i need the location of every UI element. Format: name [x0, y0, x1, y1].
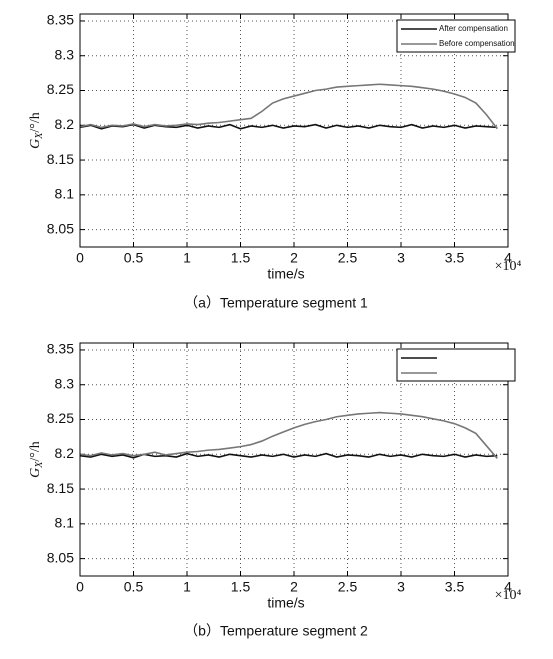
y-tick-label: 8.05: [47, 220, 74, 236]
data-line: [79, 123, 498, 130]
axes-frame: [79, 13, 509, 248]
x-tick-label: 3.5: [445, 250, 465, 266]
x-tick-label: 3.5: [445, 579, 465, 595]
x-tick-label: 2.5: [338, 250, 358, 266]
x-tick-label: 0.5: [124, 579, 144, 595]
y-label-sub: X: [34, 461, 45, 469]
x-tick-label: 4: [504, 250, 512, 266]
x-tick-label: 0: [76, 250, 84, 266]
axes-frame: [79, 342, 509, 577]
x-axis-label: time/s: [267, 595, 304, 611]
y-tick-label: 8.25: [47, 410, 74, 426]
y-axis-label: GX/°/h: [28, 112, 45, 149]
x-tick-label: 3: [397, 579, 405, 595]
legend-label: After compensation: [439, 24, 508, 33]
y-label-main: G: [28, 139, 43, 149]
y-tick-label: 8.15: [47, 480, 74, 496]
y-tick-label: 8.35: [47, 341, 74, 357]
x-multiplier: ×10⁴: [495, 588, 522, 603]
x-tick-label: 2.5: [338, 579, 358, 595]
x-tick-label: 0: [76, 579, 84, 595]
y-label-unit: /°/h: [28, 441, 43, 461]
y-tick-label: 8.1: [55, 515, 75, 531]
x-tick-label: 1.5: [231, 579, 251, 595]
data-line: [79, 452, 498, 459]
x-tick-label: 0.5: [124, 250, 144, 266]
y-label-main: G: [28, 468, 43, 478]
y-tick-label: 8.3: [55, 46, 75, 62]
x-tick-label: 4: [504, 579, 512, 595]
y-tick-label: 8.15: [47, 151, 74, 167]
x-axis-label: time/s: [267, 266, 304, 282]
x-multiplier: ×10⁴: [495, 259, 522, 274]
y-tick-label: 8.2: [55, 116, 75, 132]
y-tick-label: 8.25: [47, 81, 74, 97]
data-line: [79, 83, 498, 130]
y-tick-label: 8.2: [55, 445, 75, 461]
caption: （a）Temperature segment 1: [184, 295, 368, 311]
y-tick-label: 8.35: [47, 12, 74, 28]
x-tick-label: 1.5: [231, 250, 251, 266]
x-tick-label: 1: [183, 579, 191, 595]
legend-label: Before compensation: [439, 39, 515, 48]
x-tick-label: 2: [290, 579, 298, 595]
legend-box: [396, 348, 516, 382]
data-line: [79, 411, 498, 459]
x-tick-label: 2: [290, 250, 298, 266]
legend-box: [396, 19, 516, 53]
y-tick-label: 8.05: [47, 549, 74, 565]
y-tick-label: 8.1: [55, 186, 75, 202]
x-tick-label: 1: [183, 250, 191, 266]
y-label-unit: /°/h: [28, 112, 43, 132]
y-tick-label: 8.3: [55, 375, 75, 391]
x-tick-label: 3: [397, 250, 405, 266]
y-label-sub: X: [34, 132, 45, 140]
caption: （b）Temperature segment 2: [184, 623, 368, 639]
y-axis-label: GX/°/h: [28, 441, 45, 478]
